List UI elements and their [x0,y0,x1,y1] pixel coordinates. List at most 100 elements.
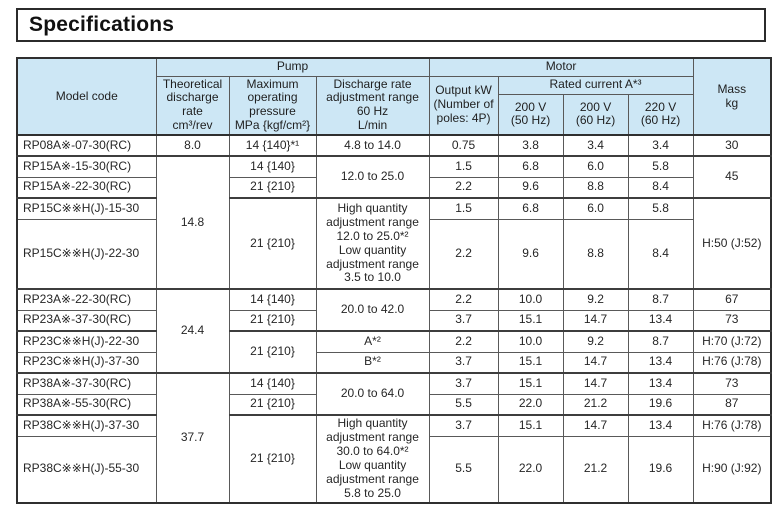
model-cell: RP38C※※H(J)-37-30 [16,414,157,437]
table-row: RP23C※※H(J)-37-30 B*² 3.7 15.1 14.7 13.4 H:76 … [16,351,772,374]
mass-cell: H:90 (J:92) [692,435,772,504]
mass-header: Mass kg [692,57,772,137]
pressure-cell: 14 {140}*¹ [228,134,317,157]
output-kw-cell: 2.2 [428,330,499,353]
current-200-50-cell: 6.8 [497,197,564,220]
model-cell: RP38A※-37-30(RC) [16,372,157,395]
table-row: RP38C※※H(J)-55-30 5.5 22.0 21.2 19.6 H:90 (J:… [16,435,772,504]
current-220-60-cell: 13.4 [627,309,694,332]
current-200-60-cell: 14.7 [562,414,629,437]
current-220-60-cell: 3.4 [627,134,694,157]
current-200-60-cell: 9.2 [562,330,629,353]
mass-cell: 67 [692,288,772,311]
mass-cell: 73 [692,309,772,332]
theoretical-discharge-header: Theoretical discharge rate cm³/rev [155,75,230,137]
theoretical-cell: 14.8 [155,155,230,290]
model-cell: RP23C※※H(J)-37-30 [16,351,157,374]
model-cell: RP23A※-37-30(RC) [16,309,157,332]
mass-cell: H:70 (J:72) [692,330,772,353]
mass-cell: 45 [692,155,772,199]
current-220-60-cell: 8.7 [627,330,694,353]
pressure-cell: 14 {140} [228,155,317,178]
output-kw-cell: 3.7 [428,351,499,374]
current-220-60-cell: 8.4 [627,176,694,199]
mass-cell: 87 [692,393,772,416]
table-row: RP15A※-22-30(RC) 21 {210} 2.2 9.6 8.8 8.4 [16,176,771,199]
current-200-50-cell: 15.1 [497,309,564,332]
model-cell: RP15C※※H(J)-15-30 [16,197,157,220]
table-row: RP23A※-37-30(RC) 21 {210} 3.7 15.1 14.7 13.4 7… [16,309,772,332]
model-cell: RP15C※※H(J)-22-30 [16,218,157,290]
current-200-60-cell: 21.2 [562,435,629,504]
discharge-cell: B*² [315,351,430,374]
current-200-50-cell: 10.0 [497,330,564,353]
pressure-cell: 14 {140} [228,372,317,395]
table-row: RP15A※-15-30(RC) 14.8 14 {140} 12.0 to 25.0… [16,155,772,290]
pressure-cell: 21 {210} [228,393,317,416]
current-200-60-cell: 14.7 [562,351,629,374]
output-kw-cell: 2.2 [428,218,499,290]
current-200-60-cell: 3.4 [562,134,629,157]
current-200-50-cell: 15.1 [497,372,564,395]
output-kw-cell: 0.75 [428,134,499,157]
current-200-60-cell: 21.2 [562,393,629,416]
output-kw-cell: 2.2 [428,288,499,311]
discharge-cell: High quantity adjustment range 12.0 to 2… [315,197,430,290]
model-cell: RP38A※-55-30(RC) [16,393,157,416]
theoretical-cell: 37.7 [155,372,230,504]
output-kw-header: Output kW (Number of poles: 4P) [428,75,499,137]
voltage-200v-60hz-header: 200 V (60 Hz) [562,93,629,137]
table-row: RP08A※-07-30(RC) 8.0 14 {140}*¹ 4.8 to 14.0… [16,134,772,157]
mass-cell: 73 [692,372,772,395]
theoretical-cell: 8.0 [155,134,230,157]
current-200-50-cell: 15.1 [497,414,564,437]
current-220-60-cell: 8.4 [627,218,694,290]
current-220-60-cell: 13.4 [627,351,694,374]
voltage-220v-60hz-header: 220 V (60 Hz) [627,93,694,137]
discharge-cell: 12.0 to 25.0 [315,155,430,199]
section-title-bar: Specifications [16,8,766,42]
discharge-cell: 20.0 to 42.0 [315,288,430,332]
rated-current-header: Rated current A*³ [497,75,694,95]
current-200-60-cell: 6.0 [562,197,629,220]
mass-cell: H:50 (J:52) [692,197,772,290]
current-220-60-cell: 19.6 [627,393,694,416]
voltage-200v-50hz-header: 200 V (50 Hz) [497,93,564,137]
spec-table-body: RP08A※-07-30(RC) 8.0 14 {140}*¹ 4.8 to 14.0… [16,134,772,504]
output-kw-cell: 1.5 [428,197,499,220]
current-200-60-cell: 14.7 [562,309,629,332]
table-row: RP38C※※H(J)-37-30 21 {210} High quantity a… [16,414,772,504]
theoretical-cell: 24.4 [155,288,230,374]
pressure-cell: 21 {210} [228,309,317,332]
table-row: RP15C※※H(J)-22-30 2.2 9.6 8.8 8.4 [16,218,771,290]
current-220-60-cell: 8.7 [627,288,694,311]
model-cell: RP15A※-15-30(RC) [16,155,157,178]
pressure-cell: 14 {140} [228,288,317,311]
current-200-50-cell: 22.0 [497,435,564,504]
motor-group-header: Motor [428,57,694,77]
current-220-60-cell: 13.4 [627,414,694,437]
current-220-60-cell: 5.8 [627,197,694,220]
pressure-cell: 21 {210} [228,197,317,290]
output-kw-cell: 3.7 [428,372,499,395]
output-kw-cell: 3.7 [428,414,499,437]
current-200-60-cell: 8.8 [562,176,629,199]
current-200-50-cell: 6.8 [497,155,564,178]
model-code-header: Model code [16,57,157,137]
table-row: RP38A※-37-30(RC) 37.7 14 {140} 20.0 to 64.0… [16,372,772,504]
current-200-50-cell: 22.0 [497,393,564,416]
model-cell: RP23C※※H(J)-22-30 [16,330,157,353]
discharge-range-header: Discharge rate adjustment range 60 Hz L/… [315,75,430,137]
current-200-60-cell: 14.7 [562,372,629,395]
model-cell: RP38C※※H(J)-55-30 [16,435,157,504]
current-220-60-cell: 5.8 [627,155,694,178]
current-200-60-cell: 6.0 [562,155,629,178]
current-200-50-cell: 9.6 [497,218,564,290]
mass-cell: H:76 (J:78) [692,351,772,374]
model-cell: RP15A※-22-30(RC) [16,176,157,199]
output-kw-cell: 2.2 [428,176,499,199]
discharge-cell: High quantity adjustment range 30.0 to 6… [315,414,430,504]
table-row: RP15C※※H(J)-15-30 21 {210} High quantity a… [16,197,772,290]
table-row: RP23A※-22-30(RC) 24.4 14 {140} 20.0 to 42.0… [16,288,772,374]
